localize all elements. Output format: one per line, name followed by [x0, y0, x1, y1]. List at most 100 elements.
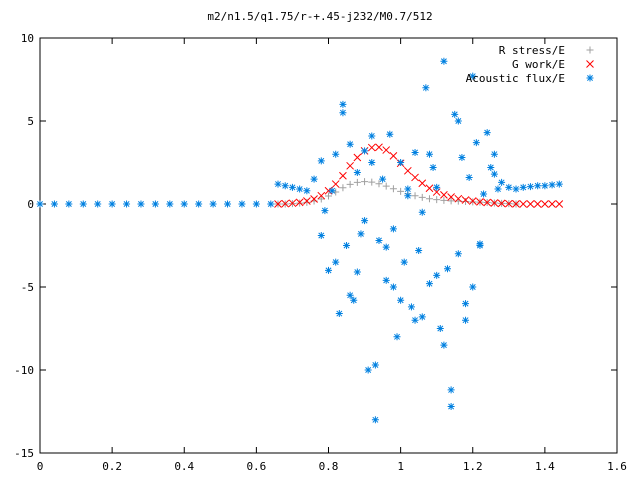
data-point [541, 182, 549, 190]
data-point [472, 139, 480, 147]
data-point [310, 175, 318, 183]
data-point [375, 143, 383, 152]
data-point [375, 237, 383, 245]
data-point [526, 183, 534, 191]
data-point [512, 185, 520, 193]
data-point [317, 157, 325, 165]
x-tick-label: 0.8 [319, 460, 339, 473]
data-point [404, 185, 412, 193]
data-point [317, 232, 325, 240]
data-point [382, 146, 391, 154]
data-point [444, 265, 452, 273]
data-point [487, 163, 495, 171]
data-point [533, 200, 542, 208]
plot-frame [39, 37, 618, 454]
data-point [357, 230, 365, 238]
data-point [303, 187, 311, 195]
data-point [462, 198, 470, 206]
data-point [331, 180, 340, 188]
data-point [379, 175, 387, 183]
data-point [324, 186, 333, 195]
data-point [371, 416, 379, 424]
data-point [548, 181, 556, 189]
data-point [418, 193, 426, 201]
data-point [411, 173, 419, 182]
data-point [274, 200, 282, 208]
data-point [512, 199, 520, 208]
data-point [346, 140, 354, 148]
data-point [458, 154, 466, 162]
data-point [447, 386, 455, 394]
x-tick-label: 0 [37, 460, 44, 473]
data-point [281, 199, 290, 208]
data-point [321, 207, 329, 215]
x-tick-label: 1.4 [535, 460, 555, 473]
data-point [403, 166, 412, 175]
y-tick-label: 0 [27, 198, 34, 211]
x-tick-label: 0.6 [246, 460, 266, 473]
data-point [519, 183, 527, 191]
data-point [339, 109, 347, 117]
data-point [418, 208, 426, 216]
series-2 [36, 57, 563, 424]
data-point [151, 200, 159, 208]
data-point [411, 316, 419, 324]
series-0 [274, 178, 520, 208]
data-point [465, 173, 473, 181]
data-point [411, 192, 419, 200]
data-point [386, 130, 394, 138]
data-point [367, 143, 376, 152]
data-point [433, 196, 441, 204]
data-point [36, 200, 44, 208]
data-point [440, 341, 448, 349]
data-point [368, 178, 376, 186]
data-point [447, 193, 455, 201]
data-point [490, 150, 498, 158]
data-point [364, 366, 372, 374]
data-point [440, 57, 448, 65]
data-point [425, 150, 433, 158]
data-point [238, 200, 246, 208]
data-point [361, 178, 369, 186]
data-point [325, 192, 332, 200]
series-layer [36, 57, 564, 424]
data-point [462, 316, 470, 324]
data-point [469, 72, 477, 80]
data-point [361, 217, 369, 225]
data-point [519, 200, 528, 208]
data-point [195, 200, 203, 208]
data-point [346, 180, 354, 188]
axis-ticks: 0 0.2 0.4 0.6 0.8 1 1.2 1.4 1.6 10 5 0 -5 -10 -15 [14, 32, 627, 473]
data-point [498, 178, 506, 186]
data-point [281, 182, 289, 190]
data-point [361, 147, 369, 155]
data-point [555, 180, 563, 188]
data-point [436, 325, 444, 332]
data-point [411, 149, 419, 157]
data-point [288, 199, 297, 208]
data-point [310, 195, 318, 203]
data-point [353, 168, 361, 176]
data-point [346, 161, 354, 170]
data-point [368, 159, 376, 166]
data-point [425, 195, 433, 203]
data-point [534, 182, 542, 190]
data-point [490, 170, 498, 178]
data-point [335, 310, 343, 318]
data-point [288, 183, 296, 191]
data-point [339, 184, 347, 192]
data-point [252, 200, 260, 208]
data-point [461, 196, 470, 204]
data-point [422, 84, 430, 92]
data-point [447, 403, 455, 411]
data-point [418, 179, 427, 188]
data-point [328, 187, 336, 195]
data-point [555, 200, 564, 208]
legend-marker [586, 74, 594, 82]
data-point [350, 296, 358, 304]
data-point [371, 361, 379, 369]
data-point [404, 192, 412, 200]
data-point [425, 184, 434, 193]
